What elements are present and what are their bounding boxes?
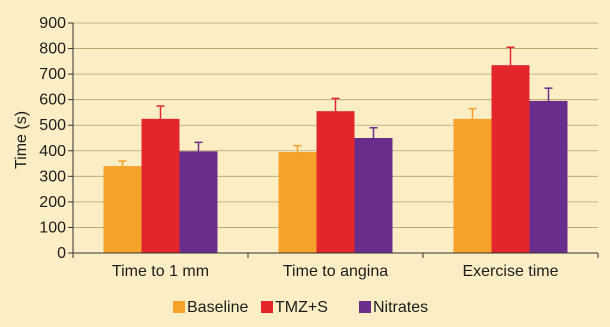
bar-tmz-s xyxy=(316,111,355,254)
y-tick-label: 200 xyxy=(39,194,66,211)
x-tick-labels: Time to 1 mm Time to angina Exercise time xyxy=(72,253,599,280)
y-tick-label: 100 xyxy=(39,219,66,236)
y-tick-label: 300 xyxy=(39,168,66,185)
bar-tmz-s xyxy=(491,65,530,254)
bar-baseline xyxy=(278,152,317,253)
legend-swatch-nitrates xyxy=(359,301,371,313)
legend-label: Baseline xyxy=(187,299,248,316)
legend: Baseline TMZ+S Nitrates xyxy=(173,299,428,316)
bar-nitrates xyxy=(529,100,568,253)
y-tick-label: 500 xyxy=(39,117,66,134)
y-tick-label: 400 xyxy=(39,143,66,160)
y-tick-label: 0 xyxy=(57,245,66,262)
legend-swatch-tmz-s xyxy=(261,301,273,313)
y-tick-label: 600 xyxy=(39,92,66,109)
y-tick-label: 900 xyxy=(39,15,66,32)
bar-baseline xyxy=(453,118,492,253)
y-tick-labels: 0 100 200 300 400 500 600 700 800 900 xyxy=(39,15,73,262)
bar-baseline xyxy=(103,166,142,253)
x-tick-label: Exercise time xyxy=(462,263,558,280)
legend-swatch-baseline xyxy=(173,301,185,313)
x-tick-label: Time to angina xyxy=(283,263,388,280)
x-tick-label: Time to 1 mm xyxy=(112,263,209,280)
legend-label: TMZ+S xyxy=(275,299,328,316)
bar-nitrates xyxy=(179,151,218,253)
bars xyxy=(103,46,568,254)
bar-tmz-s xyxy=(141,118,180,253)
y-tick-label: 800 xyxy=(39,41,66,58)
axes xyxy=(72,23,598,254)
y-axis-title: Time (s) xyxy=(13,111,30,169)
y-tick-label: 700 xyxy=(39,66,66,83)
bar-nitrates xyxy=(354,138,393,253)
legend-label: Nitrates xyxy=(373,299,428,316)
